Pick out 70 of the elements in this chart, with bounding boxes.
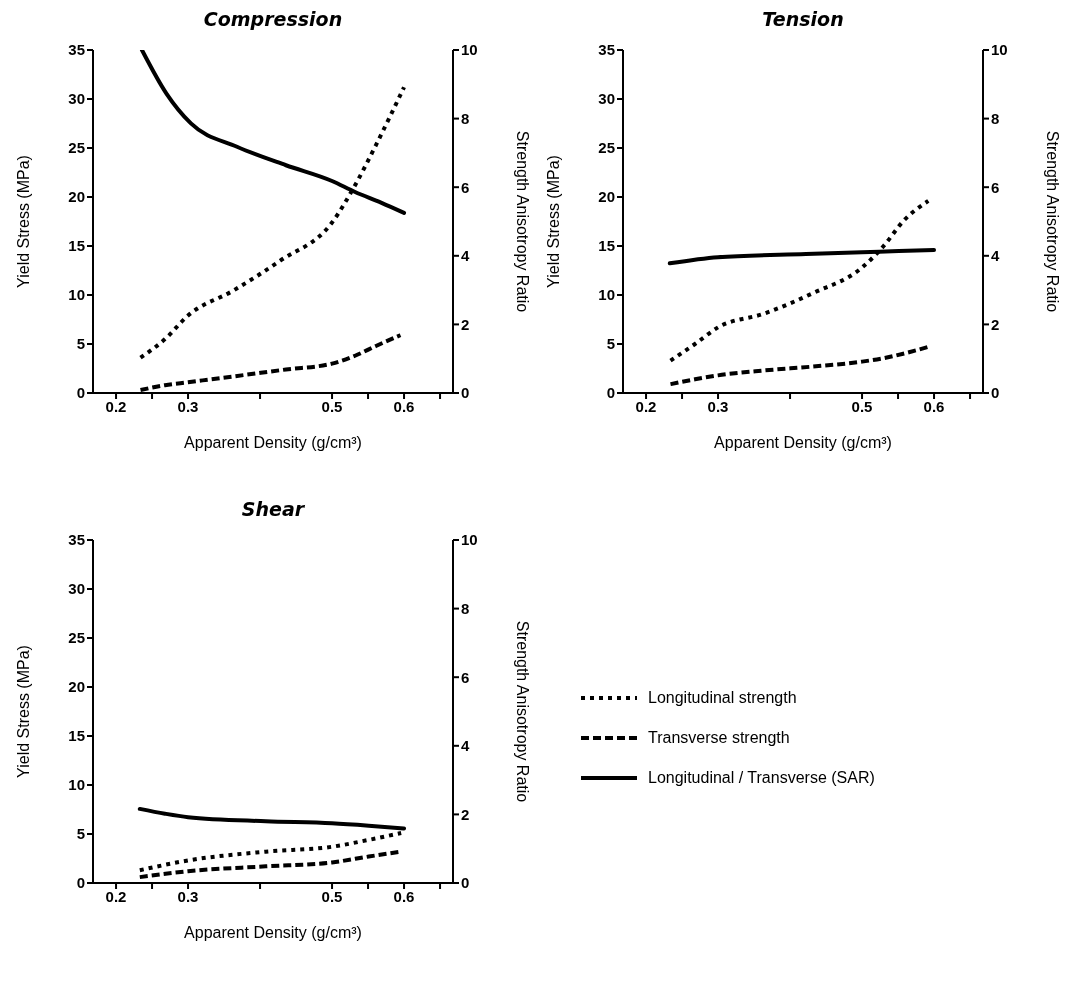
y2-tick-label: 10: [461, 41, 478, 59]
y2-tick-label: 8: [461, 599, 470, 617]
y-tick-label: 10: [68, 286, 85, 304]
y-tick-label: 5: [606, 335, 615, 353]
x-tick-label: 0.5: [321, 397, 343, 415]
y-tick-label: 10: [598, 286, 615, 304]
chart-title: Shear: [240, 498, 306, 520]
y2-axis-title: Strength Anisotropy Ratio: [514, 620, 532, 803]
y-tick-label: 25: [68, 139, 85, 157]
y-tick-label: 15: [598, 237, 615, 255]
x-axis-title: Apparent Density (g/cm³): [184, 924, 362, 941]
x-tick-label: 0.3: [177, 397, 199, 415]
y-tick-label: 35: [68, 531, 85, 549]
y-tick-label: 10: [68, 776, 85, 794]
y-tick-label: 35: [598, 41, 615, 59]
y-tick-label: 20: [68, 678, 85, 696]
y2-tick-label: 4: [461, 737, 470, 755]
y2-tick-label: 0: [461, 384, 470, 402]
y2-axis-title: Strength Anisotropy Ratio: [1044, 130, 1062, 313]
x-tick-label: 0.6: [393, 887, 415, 905]
y-axis-title: Yield Stress (MPa): [544, 155, 562, 288]
y2-tick-label: 4: [461, 247, 470, 265]
x-tick-label: 0.5: [321, 887, 343, 905]
y2-tick-label: 2: [461, 805, 470, 823]
x-tick-label: 0.3: [707, 397, 729, 415]
y2-tick-label: 6: [461, 668, 470, 686]
x-tick-label: 0.5: [851, 397, 873, 415]
legend-label: Transverse strength: [648, 729, 790, 747]
x-axis-title: Apparent Density (g/cm³): [184, 434, 362, 451]
y-tick-label: 0: [76, 384, 85, 402]
y-tick-label: 35: [68, 41, 85, 59]
y2-tick-label: 2: [461, 315, 470, 333]
y2-tick-label: 6: [991, 178, 1000, 196]
y-tick-label: 30: [68, 580, 85, 598]
legend-label: Longitudinal / Transverse (SAR): [648, 769, 875, 787]
y2-tick-label: 6: [461, 178, 470, 196]
y-tick-label: 25: [598, 139, 615, 157]
y2-tick-label: 10: [461, 531, 478, 549]
chart-title: Tension: [761, 8, 845, 30]
x-tick-label: 0.6: [923, 397, 945, 415]
x-axis-title: Apparent Density (g/cm³): [714, 434, 892, 451]
y-tick-label: 25: [68, 629, 85, 647]
x-tick-label: 0.6: [393, 397, 415, 415]
legend-label: Longitudinal strength: [648, 689, 797, 707]
y-tick-label: 15: [68, 237, 85, 255]
y-tick-label: 5: [76, 335, 85, 353]
y2-tick-label: 4: [991, 247, 1000, 265]
y2-tick-label: 2: [991, 315, 1000, 333]
y2-tick-label: 0: [991, 384, 1000, 402]
y2-tick-label: 0: [461, 874, 470, 892]
chart-title: Compression: [202, 8, 344, 30]
y-tick-label: 0: [76, 874, 85, 892]
y-tick-label: 5: [76, 825, 85, 843]
y2-axis-title: Strength Anisotropy Ratio: [514, 130, 532, 313]
y-tick-label: 0: [606, 384, 615, 402]
x-tick-label: 0.3: [177, 887, 199, 905]
y2-tick-label: 10: [991, 41, 1008, 59]
y2-tick-label: 8: [461, 109, 470, 127]
y-tick-label: 15: [68, 727, 85, 745]
x-tick-label: 0.2: [635, 397, 657, 415]
y2-tick-label: 8: [991, 109, 1000, 127]
y-axis-title: Yield Stress (MPa): [14, 155, 32, 288]
y-tick-label: 20: [598, 188, 615, 206]
y-tick-label: 30: [598, 90, 615, 108]
y-axis-title: Yield Stress (MPa): [14, 645, 32, 778]
x-tick-label: 0.2: [105, 887, 127, 905]
y-tick-label: 20: [68, 188, 85, 206]
x-tick-label: 0.2: [105, 397, 127, 415]
line-series: [668, 344, 931, 387]
y-tick-label: 30: [68, 90, 85, 108]
